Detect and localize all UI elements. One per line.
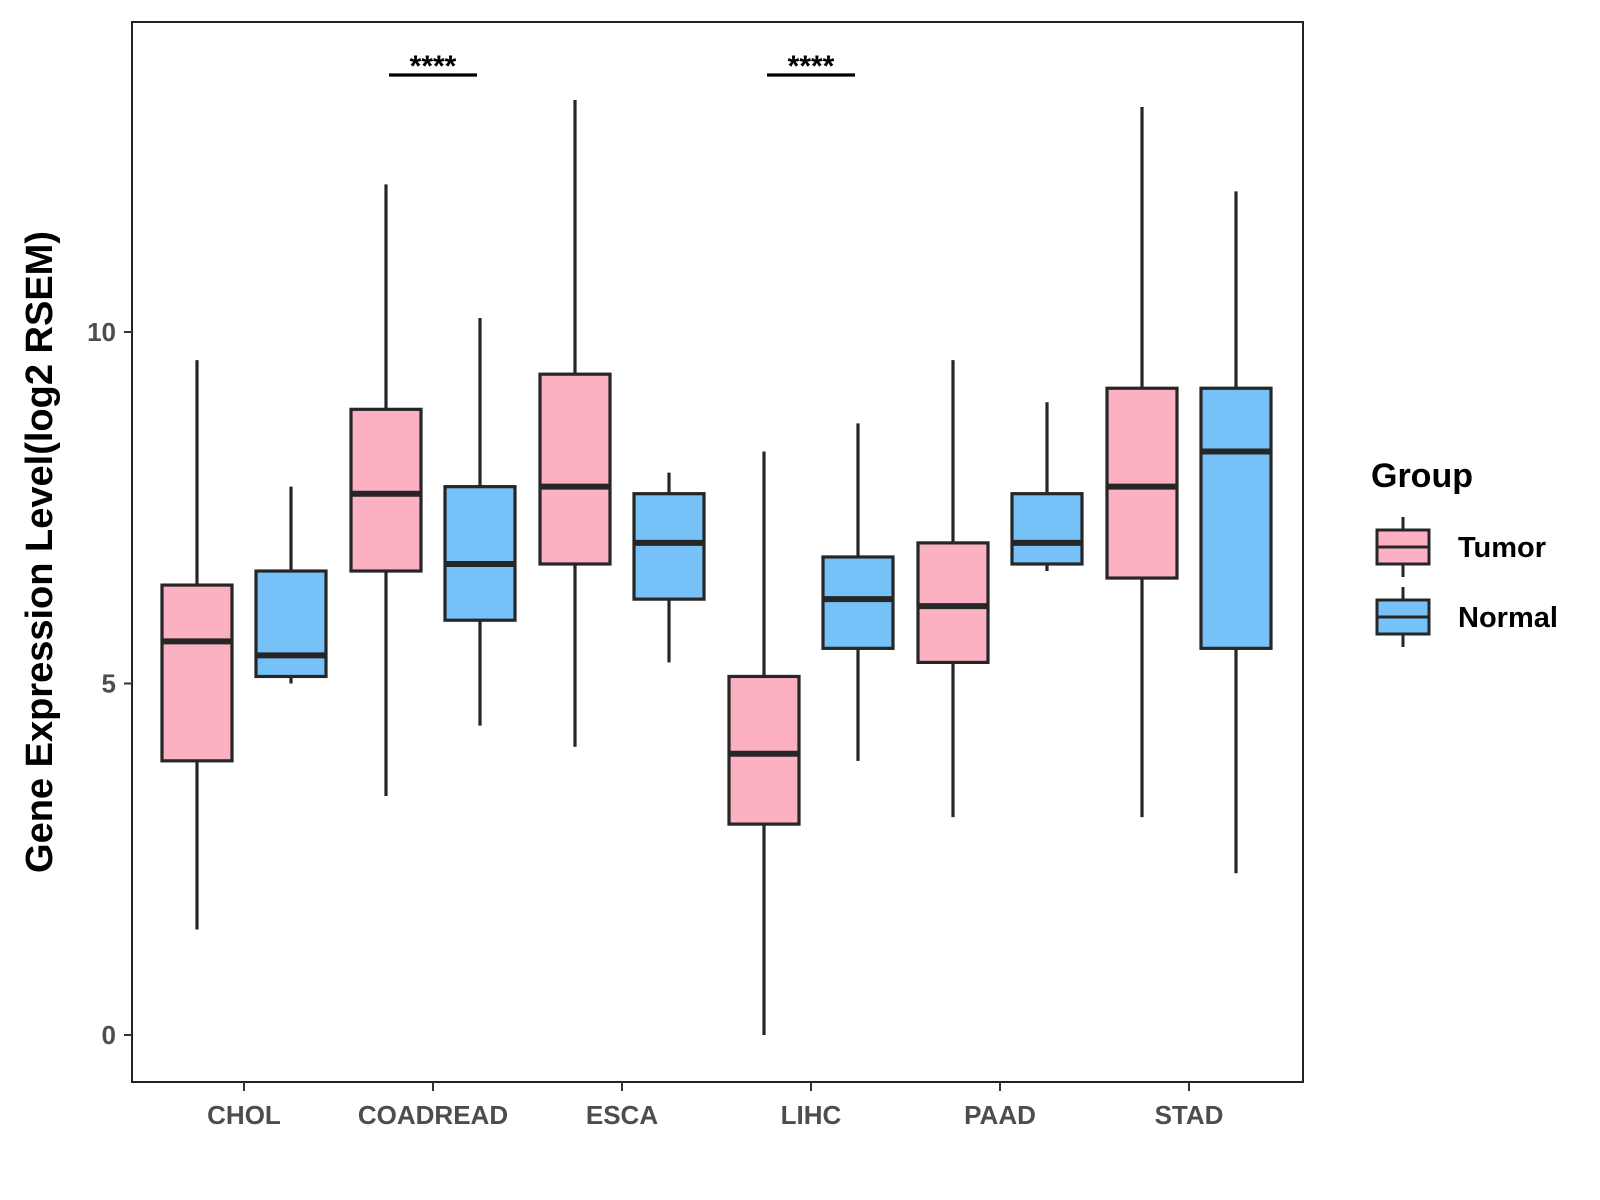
significance-label: **** [410, 50, 457, 83]
box-coadread-tumor [349, 184, 423, 796]
box-esca-normal [632, 472, 706, 663]
box-iqr [632, 492, 706, 601]
x-tick-label-coadread: COADREAD [358, 1100, 508, 1130]
significance-lihc: **** [767, 50, 855, 83]
box-stad-normal [1199, 191, 1273, 874]
box-iqr [443, 485, 517, 622]
legend: Group Tumor Normal [1371, 457, 1558, 647]
box-paad-tumor [916, 360, 990, 818]
box-coadread-normal [443, 317, 517, 726]
legend-label: Normal [1458, 602, 1558, 634]
axes: 0 5 10 CHOL COADREAD ESCA LIHC PAAD STAD [87, 317, 1223, 1130]
significance-coadread: **** [389, 50, 477, 83]
y-tick-label: 5 [102, 669, 116, 699]
box-iqr [538, 372, 612, 566]
box-lihc-tumor [727, 451, 801, 1035]
box-iqr [821, 555, 895, 650]
box-iqr [349, 407, 423, 573]
box-iqr [160, 583, 234, 763]
plot-panel-border [131, 21, 1304, 1083]
legend-item-normal: Normal [1375, 587, 1558, 647]
box-iqr [1010, 492, 1084, 566]
legend-label: Tumor [1458, 532, 1546, 564]
box-lihc-normal [821, 423, 895, 761]
box-iqr [1105, 386, 1179, 580]
box-esca-tumor [538, 100, 612, 747]
legend-item-tumor: Tumor [1375, 517, 1546, 577]
box-stad-tumor [1105, 107, 1179, 818]
y-axis-title: Gene Expression Level(log2 RSEM) [19, 231, 61, 873]
y-tick-label: 10 [87, 317, 116, 347]
x-tick-label-lihc: LIHC [781, 1100, 842, 1130]
x-tick-label-paad: PAAD [964, 1100, 1036, 1130]
box-chol-tumor [160, 360, 234, 930]
x-tick-label-esca: ESCA [586, 1100, 658, 1130]
box-iqr [1199, 386, 1273, 650]
significance-label: **** [788, 50, 835, 83]
box-paad-normal [1010, 402, 1084, 572]
box-iqr [727, 674, 801, 826]
x-tick-label-chol: CHOL [207, 1100, 281, 1130]
x-tick-label-stad: STAD [1155, 1100, 1224, 1130]
box-chol-normal [254, 486, 328, 684]
plot-area: **** **** [160, 50, 1273, 1035]
y-tick-label: 0 [102, 1020, 116, 1050]
box-iqr [254, 569, 328, 679]
legend-title: Group [1371, 457, 1473, 495]
box-iqr [916, 541, 990, 665]
